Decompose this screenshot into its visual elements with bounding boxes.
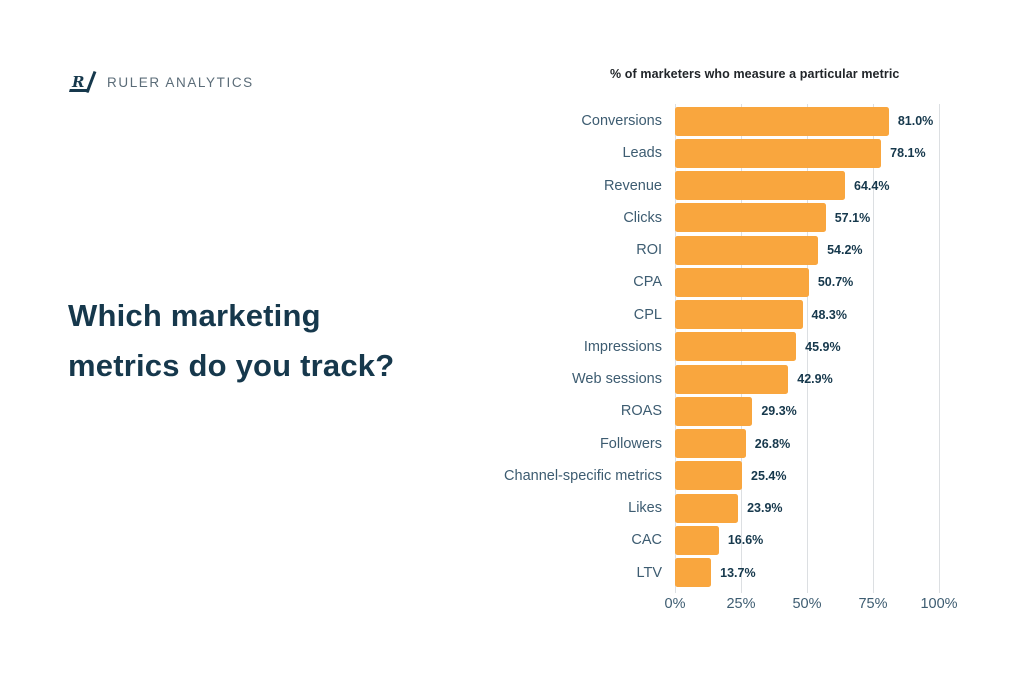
chart-row: CPA 50.7%	[490, 266, 939, 298]
x-axis-tick-label: 100%	[920, 595, 958, 612]
value-label: 29.3%	[761, 404, 797, 419]
value-label: 45.9%	[805, 339, 841, 354]
brand-logo: R RULER ANALYTICS	[64, 70, 254, 95]
bar	[675, 106, 889, 136]
bar-track: 13.7%	[675, 558, 939, 588]
value-label: 42.9%	[797, 372, 833, 387]
value-label: 78.1%	[890, 146, 926, 161]
bar-track: 16.6%	[675, 525, 939, 555]
bar	[675, 138, 882, 168]
category-label: ROI	[636, 242, 662, 259]
bar-track: 50.7%	[675, 267, 939, 297]
chart-row: Likes 23.9%	[490, 492, 939, 524]
x-axis-tick-label: 0%	[664, 595, 686, 612]
value-label: 25.4%	[751, 468, 787, 483]
bar-track: 25.4%	[675, 461, 939, 491]
bar-track: 48.3%	[675, 300, 939, 330]
bar	[675, 235, 819, 265]
chart-row: Channel-specific metrics 25.4%	[490, 460, 939, 492]
bar	[675, 171, 846, 201]
brand-logo-text: RULER ANALYTICS	[107, 75, 254, 90]
category-label: Web sessions	[572, 371, 662, 388]
value-label: 16.6%	[727, 533, 764, 548]
bar-track: 54.2%	[675, 235, 939, 265]
category-label: Revenue	[603, 177, 662, 194]
value-label: 57.1%	[834, 210, 871, 225]
bar-track: 29.3%	[675, 396, 939, 426]
category-label: CPA	[633, 274, 662, 291]
category-label: ROAS	[620, 403, 662, 420]
x-axis-tick-label: 50%	[792, 595, 822, 612]
bar	[675, 525, 719, 555]
value-label: 81.0%	[897, 114, 934, 129]
gridline-50%	[807, 104, 808, 593]
category-label: Clicks	[623, 209, 662, 226]
page-title: Which marketing metrics do you track?	[68, 298, 395, 383]
bar-track: 64.4%	[675, 171, 939, 201]
bar	[675, 364, 789, 394]
x-axis-tick-label: 75%	[858, 595, 888, 612]
svg-text:R: R	[71, 73, 84, 91]
gridline-75%	[873, 104, 874, 593]
chart-row: Conversions 81.0%	[490, 105, 939, 137]
chart-row: CAC 16.6%	[490, 524, 939, 556]
value-label: 54.2%	[827, 243, 863, 258]
bar-chart: Conversions 81.0% Leads 78.1% Revenue 64.4% Cl…	[490, 104, 958, 616]
category-label: Likes	[628, 500, 662, 517]
x-axis-tick-label: 25%	[726, 595, 756, 612]
chart-x-axis: 0% 25% 50% 75% 100%	[665, 595, 958, 616]
bar	[675, 203, 826, 233]
bar	[675, 558, 712, 588]
chart-rows: Conversions 81.0% Leads 78.1% Revenue 64.4% Cl…	[490, 105, 939, 589]
bar-track: 81.0%	[675, 106, 939, 136]
chart-row: Leads 78.1%	[490, 137, 939, 169]
chart-row: LTV 13.7%	[490, 557, 939, 589]
chart-row: Followers 26.8%	[490, 428, 939, 460]
gridline-100%	[939, 104, 940, 593]
chart-row: ROAS 29.3%	[490, 395, 939, 427]
category-label: LTV	[636, 564, 662, 581]
bar	[675, 396, 753, 426]
category-label: CAC	[631, 532, 662, 549]
bar-track: 57.1%	[675, 203, 939, 233]
bar	[675, 300, 803, 330]
bar	[675, 493, 739, 523]
category-label: Leads	[622, 145, 662, 162]
bar-track: 45.9%	[675, 332, 939, 362]
value-label: 48.3%	[811, 307, 847, 322]
bar-track: 42.9%	[675, 364, 939, 394]
bar-track: 78.1%	[675, 138, 939, 168]
bar	[675, 429, 746, 459]
chart-row: CPL 48.3%	[490, 299, 939, 331]
category-label: Impressions	[583, 338, 662, 355]
chart-row: Impressions 45.9%	[490, 331, 939, 363]
value-label: 26.8%	[754, 436, 791, 451]
ruler-analytics-logomark-icon: R	[64, 70, 98, 95]
bar-track: 23.9%	[675, 493, 939, 523]
category-label: Followers	[599, 435, 662, 452]
value-label: 64.4%	[854, 178, 890, 193]
category-label: CPL	[633, 306, 662, 323]
bar-track: 26.8%	[675, 429, 939, 459]
bar	[675, 267, 809, 297]
category-label: Conversions	[581, 113, 662, 130]
chart-row: Revenue 64.4%	[490, 170, 939, 202]
bar	[675, 461, 743, 491]
chart-plot-area: Conversions 81.0% Leads 78.1% Revenue 64.4% Cl…	[490, 104, 940, 593]
value-label: 13.7%	[720, 565, 756, 580]
chart-title: % of marketers who measure a particular …	[610, 67, 900, 81]
category-label: Channel-specific metrics	[504, 467, 662, 484]
chart-row: ROI 54.2%	[490, 234, 939, 266]
bar	[675, 332, 797, 362]
value-label: 50.7%	[817, 275, 854, 290]
chart-row: Clicks 57.1%	[490, 202, 939, 234]
value-label: 23.9%	[747, 501, 783, 516]
chart-row: Web sessions 42.9%	[490, 363, 939, 395]
